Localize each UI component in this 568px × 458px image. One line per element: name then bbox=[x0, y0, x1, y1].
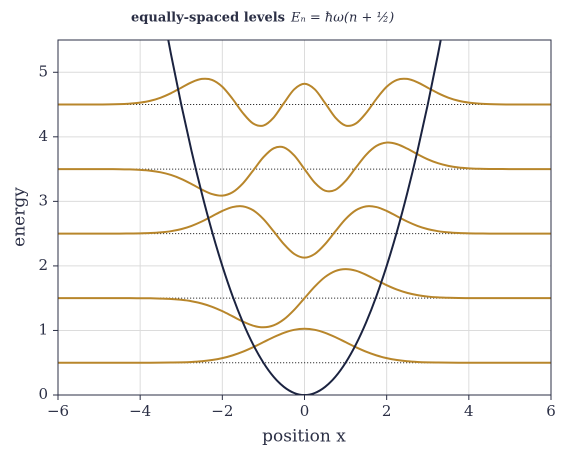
series-line bbox=[167, 40, 442, 395]
x-tick-label: −6 bbox=[47, 402, 69, 420]
x-tick-label: 2 bbox=[382, 402, 392, 420]
y-axis-label: energy bbox=[10, 187, 30, 247]
x-tick-label: 4 bbox=[464, 402, 474, 420]
ticks: −6 −4 −2 0 2 4 6 0 1 2 3 4 5 bbox=[38, 62, 555, 420]
x-tick-label: −4 bbox=[129, 402, 151, 420]
y-tick-label: 2 bbox=[38, 256, 48, 274]
plot-area bbox=[58, 40, 551, 395]
x-axis-label: position x bbox=[262, 427, 346, 447]
series-line bbox=[58, 327, 551, 364]
chart-title: equally-spaced levels bbox=[131, 11, 285, 26]
x-tick-label: 6 bbox=[546, 402, 556, 420]
series-line bbox=[58, 77, 551, 127]
grid bbox=[57, 40, 552, 396]
series-line bbox=[58, 141, 551, 197]
chart-title-math: Eₙ = ħω(n + ½) bbox=[290, 11, 394, 26]
y-tick-label: 3 bbox=[38, 191, 48, 209]
y-tick-label: 4 bbox=[38, 127, 48, 145]
y-tick-label: 1 bbox=[38, 320, 48, 338]
y-tick-label: 0 bbox=[38, 385, 48, 403]
series-line bbox=[58, 205, 551, 259]
y-tick-label: 5 bbox=[38, 62, 48, 80]
series-line bbox=[58, 268, 551, 329]
x-tick-label: 0 bbox=[300, 402, 310, 420]
x-tick-label: −2 bbox=[211, 402, 233, 420]
